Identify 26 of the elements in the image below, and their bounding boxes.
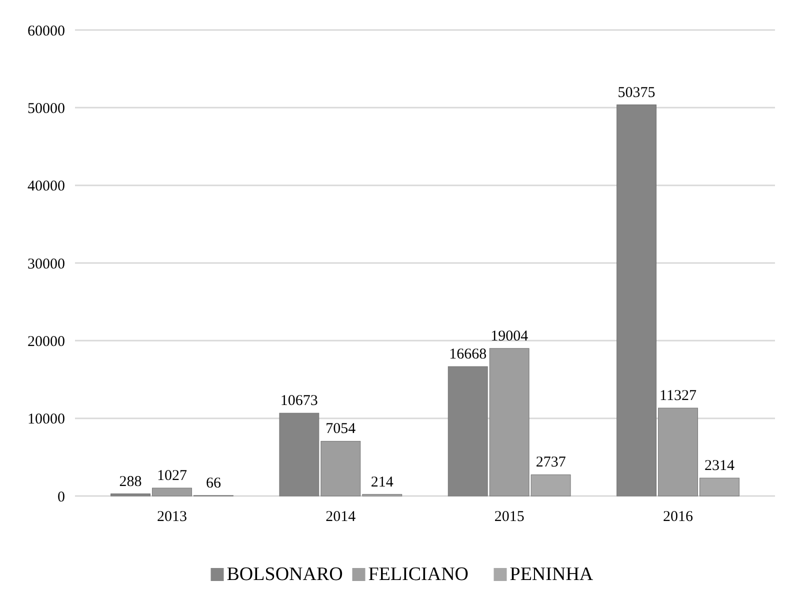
x-tick-label: 2014: [326, 509, 356, 525]
y-tick-label: 10000: [28, 412, 65, 428]
x-tick-label: 2015: [494, 509, 524, 525]
data-label: 50375: [618, 84, 656, 101]
legend-label: PENINHA: [510, 564, 594, 585]
data-label: 288: [119, 474, 142, 490]
y-tick-label: 50000: [28, 100, 65, 117]
x-tick-label: 2013: [156, 509, 187, 525]
data-label: 66: [206, 475, 222, 492]
y-tick-label: 30000: [28, 256, 65, 272]
data-label: 1027: [156, 468, 188, 484]
y-tick-label: 0: [58, 489, 65, 506]
data-label: 2314: [704, 458, 735, 474]
data-label: 7054: [326, 421, 356, 438]
legend-label: FELICIANO: [368, 564, 469, 585]
y-tick-label: 60000: [28, 23, 65, 40]
legend-label: BOLSONARO: [226, 564, 343, 585]
y-tick-label: 20000: [28, 334, 65, 350]
y-tick-label: 40000: [28, 178, 65, 195]
x-tick-label: 2016: [663, 509, 694, 525]
data-label: 10673: [280, 393, 318, 410]
data-label: 214: [370, 474, 394, 490]
data-label: 19004: [490, 328, 529, 344]
data-label: 2737: [536, 454, 566, 471]
data-label: 16668: [449, 346, 487, 363]
data-label: 11327: [660, 388, 697, 404]
